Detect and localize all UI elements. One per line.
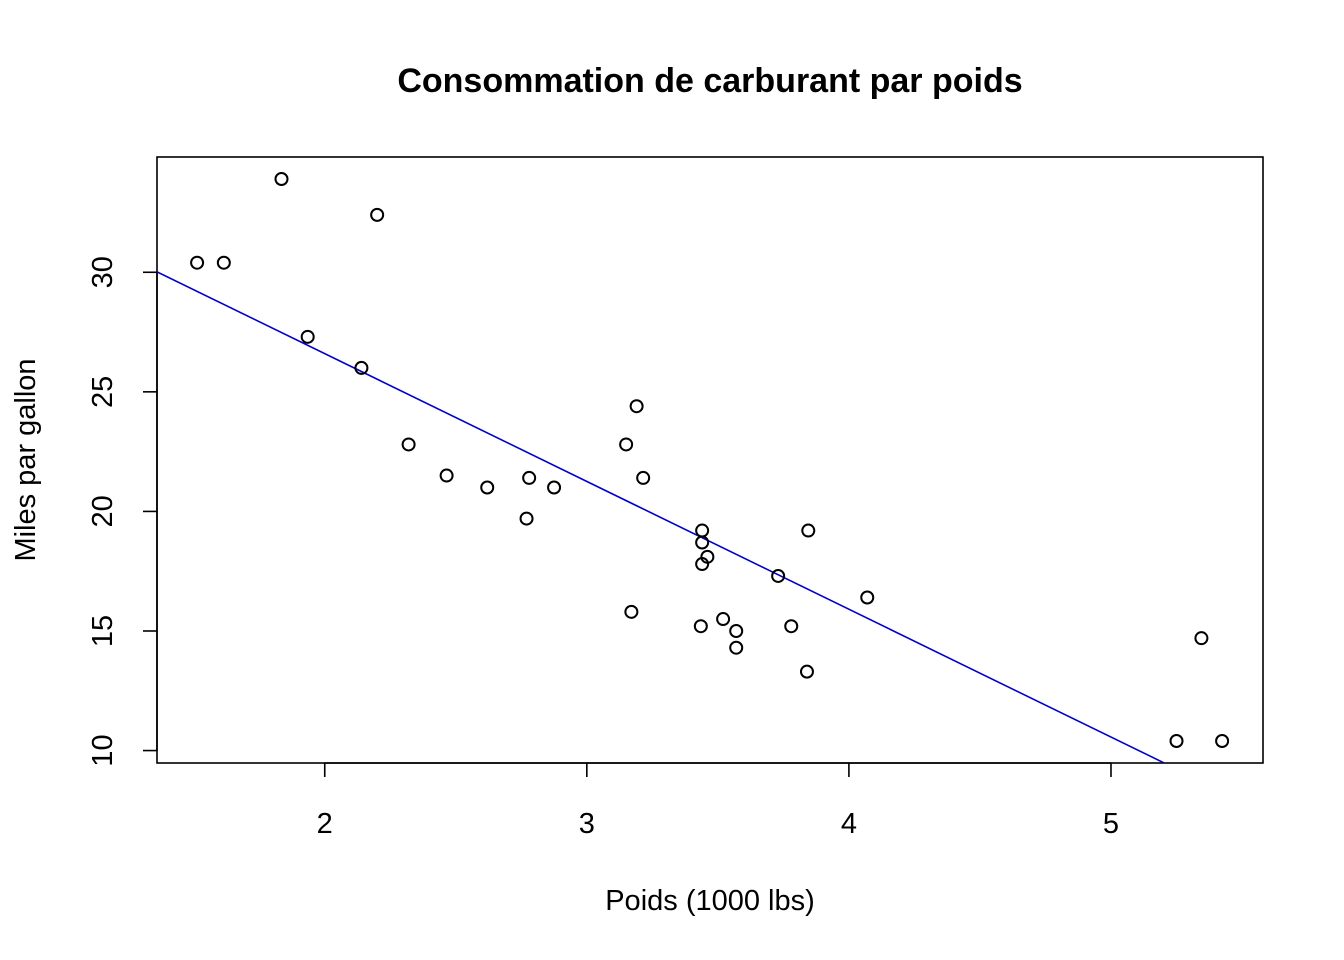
chart-title: Consommation de carburant par poids bbox=[397, 62, 1022, 100]
data-point bbox=[771, 568, 786, 583]
x-tick-label: 2 bbox=[317, 808, 333, 840]
plot-frame bbox=[156, 156, 1264, 764]
data-point bbox=[624, 604, 639, 619]
y-tick-label: 15 bbox=[87, 615, 119, 647]
x-tick-label: 5 bbox=[1103, 808, 1119, 840]
data-point bbox=[190, 255, 205, 270]
y-tick-label: 25 bbox=[87, 376, 119, 408]
data-point bbox=[729, 640, 744, 655]
data-point bbox=[799, 664, 814, 679]
y-axis-label: Miles par gallon bbox=[10, 358, 42, 561]
points-layer bbox=[190, 172, 1230, 748]
data-point bbox=[401, 437, 416, 452]
data-point bbox=[519, 511, 534, 526]
data-point bbox=[716, 612, 731, 627]
data-point bbox=[274, 172, 289, 187]
data-point bbox=[547, 480, 562, 495]
data-point bbox=[801, 523, 816, 538]
data-point bbox=[1169, 733, 1184, 748]
data-point bbox=[695, 523, 710, 538]
y-tick-label: 10 bbox=[87, 734, 119, 766]
data-point bbox=[729, 623, 744, 638]
data-point bbox=[629, 399, 644, 414]
data-point bbox=[216, 255, 231, 270]
y-tick-label: 30 bbox=[87, 256, 119, 288]
data-point bbox=[693, 619, 708, 634]
data-point bbox=[695, 557, 710, 572]
fit-line-layer bbox=[157, 271, 1167, 763]
data-point bbox=[522, 470, 537, 485]
regression-line bbox=[157, 271, 1167, 763]
data-point bbox=[860, 590, 875, 605]
y-axis: 10 15 20 25 30 bbox=[87, 256, 158, 767]
x-axis-label: Poids (1000 lbs) bbox=[605, 885, 815, 917]
x-tick-label: 3 bbox=[579, 808, 595, 840]
x-axis: 2 3 4 5 bbox=[317, 762, 1119, 840]
x-tick-label: 4 bbox=[841, 808, 857, 840]
data-point bbox=[784, 619, 799, 634]
y-tick-label: 20 bbox=[87, 495, 119, 527]
data-point bbox=[1215, 733, 1230, 748]
data-point bbox=[439, 468, 454, 483]
data-point bbox=[619, 437, 634, 452]
data-point bbox=[354, 360, 369, 375]
data-point bbox=[636, 470, 651, 485]
data-point bbox=[300, 329, 315, 344]
data-point bbox=[1194, 631, 1209, 646]
data-point bbox=[370, 207, 385, 222]
data-point bbox=[480, 480, 495, 495]
